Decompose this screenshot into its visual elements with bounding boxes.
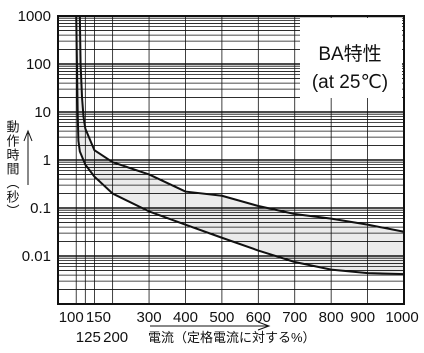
grid [58,16,404,304]
y-tick-label: 0.1 [30,200,51,217]
x-tick-label: 125 [76,329,101,346]
title-box: BA特性 (at 25℃) [300,18,402,98]
y-tick-label: 1 [43,152,51,169]
y-arrow-head [23,129,33,142]
x-axis-label: 電流（定格電流に対する%） [148,330,316,345]
x-tick-label: 200 [103,329,128,346]
band-fill [76,16,405,275]
y-tick-label: 0.01 [22,248,51,265]
plot-frame [57,15,405,305]
x-tick-label: 400 [173,309,198,326]
y-tick-label: 1000 [18,8,51,25]
curve-upper [78,15,405,233]
chart-subtitle: (at 25℃) [312,72,388,93]
x-tick-label: 100 [59,309,84,326]
x-axis-arrow [150,321,271,331]
y-tick-labels: 1000 100 10 1 0.1 0.01 [18,8,51,265]
curve-lower [75,15,405,276]
curves [75,15,405,276]
y-tick-label: 100 [26,56,51,73]
x-tick-label: 1000 [385,309,418,326]
x-arrow-head [257,321,271,331]
operating-band [76,16,405,275]
x-tick-labels: 100 150 300 400 500 600 700 800 900 1000 125 200 [59,309,419,346]
chart-title: BA特性 [318,43,381,65]
x-tick-label: 800 [319,309,344,326]
title-background [300,18,402,98]
y-axis-label: 動作時間（秒） [5,120,20,218]
x-tick-label: 300 [137,309,162,326]
x-tick-label: 600 [246,309,271,326]
x-tick-label: 150 [86,309,111,326]
x-tick-label: 900 [350,309,375,326]
y-tick-label: 10 [34,104,51,121]
y-axis-arrow [23,129,33,185]
x-tick-label: 500 [209,309,234,326]
x-tick-label: 700 [282,309,307,326]
